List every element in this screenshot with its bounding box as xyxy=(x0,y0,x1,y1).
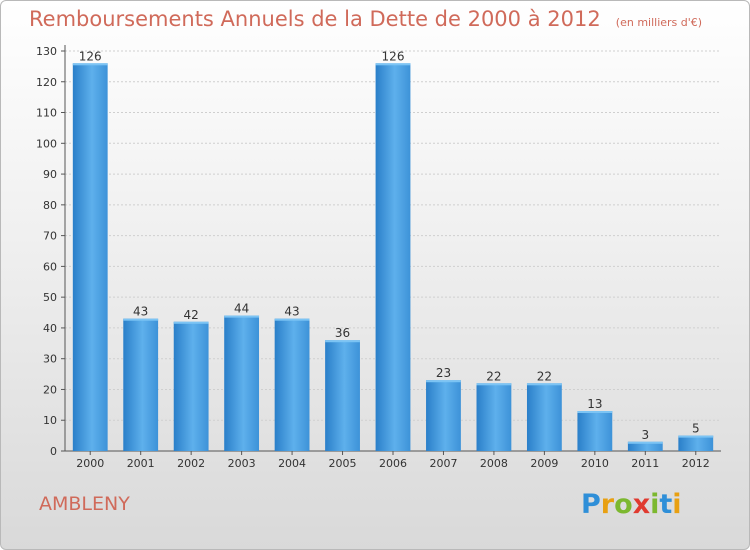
value-label-2005: 36 xyxy=(335,326,350,340)
commune-name: AMBLENY xyxy=(39,493,130,515)
value-label-2009: 22 xyxy=(537,369,552,383)
logo-letter: i xyxy=(650,489,660,520)
bar-2007 xyxy=(426,380,461,451)
y-tick-label: 100 xyxy=(36,137,57,150)
bar-top-2010 xyxy=(577,411,613,413)
bar-top-2003 xyxy=(224,315,260,318)
bar-2005 xyxy=(325,340,360,451)
y-tick-label: 50 xyxy=(43,291,57,304)
value-label-2007: 23 xyxy=(436,366,451,380)
bar-top-2012 xyxy=(678,435,714,438)
value-label-2011: 3 xyxy=(641,428,649,442)
bar-2009 xyxy=(526,383,562,451)
y-tick-label: 70 xyxy=(43,230,57,243)
bar-2010 xyxy=(577,411,613,451)
bar-2003 xyxy=(224,315,260,451)
y-tick-label: 30 xyxy=(43,353,57,366)
chart-title: Remboursements Annuels de la Dette de 20… xyxy=(29,7,601,31)
y-tick-label: 40 xyxy=(43,322,57,335)
y-tick-label: 90 xyxy=(43,168,57,181)
value-label-2006: 126 xyxy=(382,49,405,63)
bar-2006 xyxy=(375,63,411,452)
bar-2011 xyxy=(627,441,663,451)
logo-letter: o xyxy=(614,489,633,520)
y-tick-label: 0 xyxy=(50,445,57,458)
logo-letter: x xyxy=(632,489,651,520)
y-tick-label: 110 xyxy=(36,107,57,120)
bar-2001 xyxy=(123,318,159,451)
x-tick-label-2009: 2009 xyxy=(530,457,558,470)
bar-2004 xyxy=(274,318,310,451)
value-label-2012: 5 xyxy=(692,422,700,436)
bar-top-2004 xyxy=(274,318,310,321)
bar-top-2008 xyxy=(476,383,512,386)
y-tick-label: 130 xyxy=(36,45,57,58)
x-tick-label-2007: 2007 xyxy=(429,457,457,470)
x-tick-label-2008: 2008 xyxy=(480,457,508,470)
logo-letter: r xyxy=(600,489,615,520)
x-tick-label-2004: 2004 xyxy=(278,457,306,470)
bar-2012 xyxy=(678,435,714,451)
labels: 0 10 20 30 40 50 60 70 80 90 100 110 120 130 126 2000 43… xyxy=(36,45,710,470)
value-label-2001: 43 xyxy=(133,305,148,319)
x-tick-label-2010: 2010 xyxy=(581,457,609,470)
x-tick-label-2006: 2006 xyxy=(379,457,407,470)
bar-top-2011 xyxy=(627,441,663,444)
logo-letter: i xyxy=(672,489,682,520)
x-tick-label-2002: 2002 xyxy=(177,457,205,470)
bar-2008 xyxy=(476,383,512,451)
value-label-2003: 44 xyxy=(234,302,249,316)
logo-letter: P xyxy=(581,489,601,520)
x-tick-label-2000: 2000 xyxy=(76,457,104,470)
value-label-2002: 42 xyxy=(184,308,199,322)
x-tick-label-2005: 2005 xyxy=(329,457,357,470)
bar-top-2001 xyxy=(123,318,159,321)
bar-top-2005 xyxy=(325,340,360,343)
title-row: Remboursements Annuels de la Dette de 20… xyxy=(29,7,702,31)
x-tick-label-2001: 2001 xyxy=(127,457,155,470)
chart-unit: (en milliers d'€) xyxy=(615,16,703,29)
bar-2000 xyxy=(72,63,108,452)
value-label-2004: 43 xyxy=(284,305,299,319)
proxiti-logo: Proxiti xyxy=(581,489,682,520)
value-label-2010: 13 xyxy=(587,397,602,411)
value-label-2008: 22 xyxy=(486,369,501,383)
x-tick-label-2012: 2012 xyxy=(682,457,710,470)
bar-top-2002 xyxy=(173,321,209,324)
bar-top-2009 xyxy=(526,383,562,386)
y-tick-label: 60 xyxy=(43,260,57,273)
bar-top-2006 xyxy=(375,63,411,66)
y-tick-label: 20 xyxy=(43,383,57,396)
value-label-2000: 126 xyxy=(79,49,102,63)
x-tick-label-2003: 2003 xyxy=(228,457,256,470)
x-tick-label-2011: 2011 xyxy=(631,457,659,470)
bar-2002 xyxy=(173,321,209,451)
logo-letter: t xyxy=(659,489,673,520)
bars xyxy=(72,63,714,452)
y-tick-label: 80 xyxy=(43,199,57,212)
y-tick-label: 10 xyxy=(43,414,57,427)
y-tick-label: 120 xyxy=(36,76,57,89)
bar-top-2000 xyxy=(72,63,108,66)
bar-top-2007 xyxy=(426,380,461,383)
